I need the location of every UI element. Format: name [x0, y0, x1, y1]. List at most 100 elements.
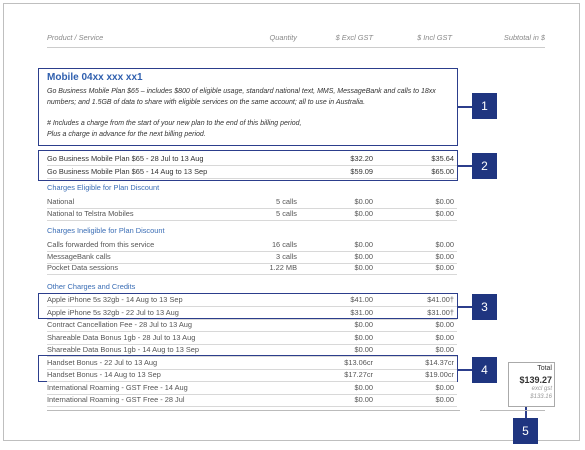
- section-title: Other Charges and Credits: [47, 282, 136, 291]
- row-description: Shareable Data Bonus 1gb - 28 Jul to 13 …: [47, 332, 196, 342]
- row-description: Handset Bonus - 14 Aug to 13 Sep: [47, 370, 161, 379]
- row-incl-gst: $0.00: [435, 208, 455, 218]
- row-incl-gst: $0.00: [435, 197, 455, 206]
- row-rule: [47, 306, 457, 307]
- column-header: $ Incl GST: [417, 33, 452, 42]
- callout-badge: 1: [472, 93, 497, 119]
- row-rule: [47, 406, 457, 407]
- total-label: Total: [537, 365, 552, 372]
- callout-badge: 3: [472, 294, 497, 320]
- row-description: Handset Bonus - 22 Jul to 13 Aug: [47, 357, 158, 367]
- row-description: International Roaming - GST Free - 14 Au…: [47, 382, 188, 392]
- row-description: MessageBank calls: [47, 251, 111, 261]
- service-note: # Includes a charge from the start of yo…: [47, 120, 302, 127]
- row-incl-gst: $0.00: [435, 395, 455, 404]
- page-frame: [3, 3, 580, 441]
- row-rule: [47, 356, 457, 357]
- row-rule: [47, 251, 457, 252]
- total-box: [508, 362, 555, 407]
- row-description: Go Business Mobile Plan $65 - 28 Jul to …: [47, 154, 204, 163]
- callout-box-2: [38, 150, 458, 181]
- row-excl-gst: $0.00: [354, 240, 374, 249]
- connector: [458, 369, 472, 371]
- callout-badge: 2: [472, 153, 497, 179]
- row-quantity: 5 calls: [276, 208, 297, 218]
- column-header: Subtotal in $: [503, 33, 545, 42]
- row-quantity: 5 calls: [276, 197, 297, 206]
- row-incl-gst: $0.00: [435, 320, 455, 329]
- row-excl-gst: $32.20: [350, 154, 373, 163]
- row-rule: [47, 318, 457, 320]
- bottom-rule: [47, 410, 460, 411]
- row-excl-gst: $13.06cr: [344, 357, 373, 367]
- row-incl-gst: $65.00: [431, 167, 454, 176]
- row-excl-gst: $0.00: [354, 197, 374, 206]
- row-rule: [47, 343, 457, 345]
- row-incl-gst: $0.00: [435, 345, 455, 354]
- row-description: Apple iPhone 5s 32gb - 14 Aug to 13 Sep: [47, 295, 183, 304]
- row-incl-gst: $31.00†: [427, 307, 454, 317]
- row-incl-gst: $0.00: [435, 332, 455, 342]
- row-description: Calls forwarded from this service: [47, 240, 155, 249]
- service-description: Go Business Mobile Plan $65 – includes $…: [47, 88, 436, 106]
- header-rule: [47, 47, 545, 48]
- callout-badge: 5: [513, 418, 538, 444]
- column-header: Quantity: [269, 33, 297, 42]
- service-note: Plus a charge in advance for the next bi…: [47, 131, 206, 138]
- row-excl-gst: $0.00: [354, 320, 374, 329]
- row-excl-gst: $17.27cr: [344, 370, 373, 379]
- row-excl-gst: $0.00: [354, 395, 374, 404]
- row-rule: [47, 208, 457, 209]
- row-excl-gst: $0.00: [354, 263, 374, 272]
- row-rule: [47, 368, 457, 370]
- column-header: $ Excl GST: [335, 33, 373, 42]
- connector: [458, 165, 472, 167]
- row-quantity: 16 calls: [271, 240, 297, 249]
- row-incl-gst: $41.00†: [427, 295, 454, 304]
- bottom-rule: [480, 410, 545, 411]
- total-amount: $139.27: [519, 375, 552, 385]
- row-rule: [47, 219, 457, 221]
- callout-box-1: [38, 68, 458, 146]
- excl-amount: $133.16: [530, 394, 552, 400]
- row-incl-gst: $19.00cr: [425, 370, 454, 379]
- row-description: National to Telstra Mobiles: [47, 208, 134, 218]
- row-rule: [47, 274, 457, 275]
- row-excl-gst: $0.00: [354, 382, 374, 392]
- row-quantity: 3 calls: [276, 251, 297, 261]
- row-description: National: [47, 197, 75, 206]
- row-description: Shareable Data Bonus 1gb - 14 Aug to 13 …: [47, 345, 200, 354]
- row-excl-gst: $31.00: [350, 307, 373, 317]
- row-description: Apple iPhone 5s 32gb - 22 Jul to 13 Aug: [47, 307, 179, 317]
- row-quantity: 1.22 MB: [269, 263, 297, 272]
- section-title: Charges Eligible for Plan Discount: [47, 183, 160, 192]
- row-rule: [47, 331, 457, 332]
- row-rule: [47, 178, 457, 179]
- row-incl-gst: $0.00: [435, 251, 455, 261]
- connector: [458, 306, 472, 308]
- excl-label: excl gst: [531, 386, 552, 392]
- row-incl-gst: $35.64: [431, 154, 454, 163]
- row-excl-gst: $0.00: [354, 332, 374, 342]
- callout-badge: 4: [472, 357, 497, 383]
- row-excl-gst: $0.00: [354, 251, 374, 261]
- row-incl-gst: $0.00: [435, 382, 455, 392]
- row-rule: [47, 381, 457, 382]
- row-rule: [47, 262, 457, 264]
- row-rule: [47, 393, 457, 395]
- row-excl-gst: $41.00: [350, 295, 373, 304]
- row-description: Go Business Mobile Plan $65 - 14 Aug to …: [47, 167, 208, 176]
- row-description: Pocket Data sessions: [47, 263, 119, 272]
- connector: [525, 407, 527, 418]
- row-incl-gst: $0.00: [435, 263, 455, 272]
- row-rule: [47, 165, 457, 166]
- row-excl-gst: $59.09: [350, 167, 373, 176]
- section-title: Charges Ineligible for Plan Discount: [47, 226, 165, 235]
- row-excl-gst: $0.00: [354, 345, 374, 354]
- row-description: International Roaming - GST Free - 28 Ju…: [47, 395, 185, 404]
- connector: [458, 106, 472, 108]
- column-header: Product / Service: [47, 33, 104, 42]
- row-incl-gst: $14.37cr: [425, 357, 454, 367]
- service-title: Mobile 04xx xxx xx1: [47, 72, 143, 83]
